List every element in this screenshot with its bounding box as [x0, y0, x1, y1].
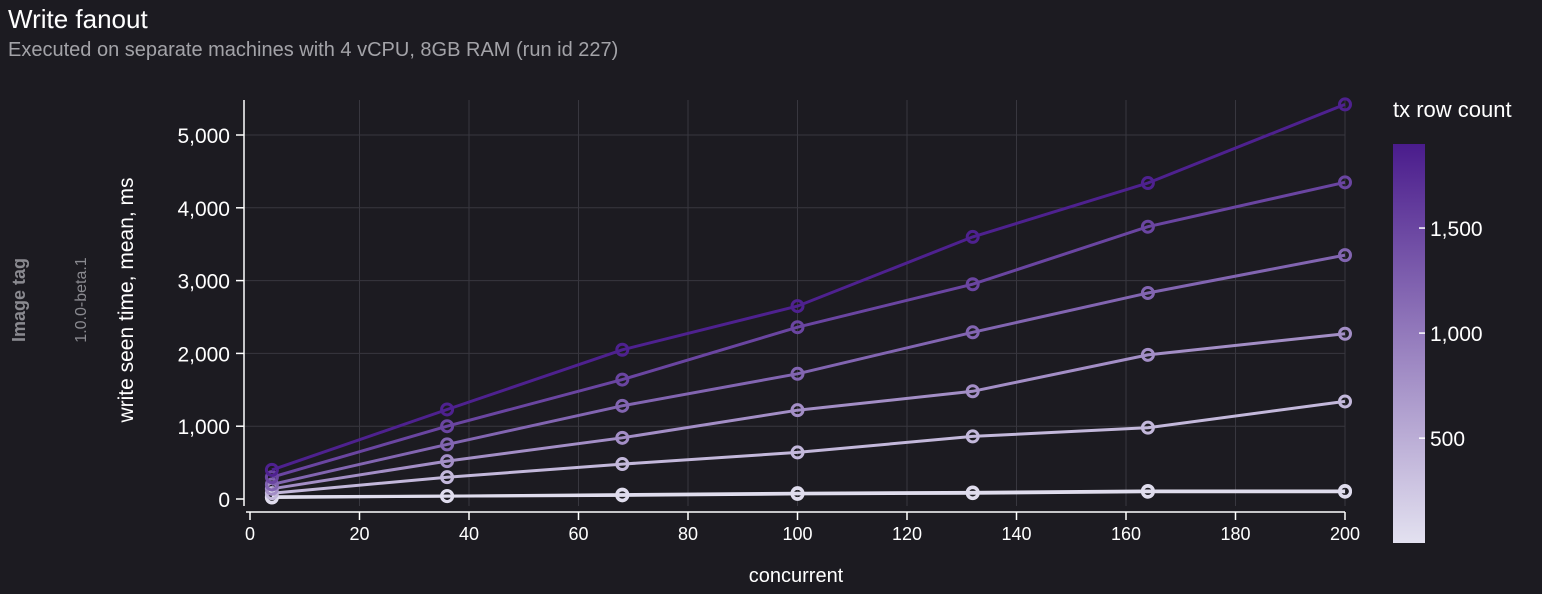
axes: 0 1,000 2,000 3,000 4,000 5,000 0 20 40 60 80 100 12… — [177, 100, 1360, 544]
x-tick-label: 160 — [1111, 524, 1141, 544]
data-point — [965, 277, 980, 292]
data-point — [615, 372, 630, 387]
y-tick-label: 3,000 — [177, 271, 230, 294]
x-tick-label: 80 — [678, 524, 698, 544]
data-point — [1338, 175, 1352, 190]
data-point — [790, 403, 805, 418]
data-point — [615, 342, 630, 357]
x-tick-label: 40 — [459, 524, 479, 544]
series-line — [271, 253, 1346, 486]
data-point — [440, 419, 455, 434]
data-point — [440, 437, 455, 452]
colorbar-tick-label: 500 — [1430, 428, 1465, 451]
facet-value: 1.0.0-beta.1 — [73, 257, 90, 343]
series-line — [271, 489, 1345, 499]
x-tick-label: 180 — [1220, 524, 1250, 544]
data-point — [1140, 176, 1155, 191]
data-point — [790, 299, 805, 314]
data-point — [1338, 97, 1352, 112]
data-point — [790, 320, 805, 335]
data-point — [965, 229, 980, 244]
x-tick-label: 200 — [1330, 524, 1360, 544]
data-point — [790, 486, 805, 501]
series-line — [271, 103, 1346, 472]
data-point — [965, 384, 980, 399]
data-point — [965, 429, 980, 444]
data-point — [1338, 248, 1352, 263]
y-tick-label: 4,000 — [177, 198, 230, 221]
y-tick-label: 1,000 — [177, 416, 230, 439]
colorbar-tick-label: 1,000 — [1430, 323, 1483, 346]
x-tick-label: 120 — [892, 524, 922, 544]
chart-subtitle: Executed on separate machines with 4 vCP… — [8, 39, 619, 61]
data-point — [790, 445, 805, 460]
x-tick-label: 0 — [245, 524, 255, 544]
data-point — [1140, 219, 1155, 234]
data-point — [790, 366, 805, 381]
data-point — [1338, 483, 1352, 498]
data-point — [1140, 347, 1155, 362]
y-axis-label: write seen time, mean, ms — [115, 177, 138, 423]
data-point — [965, 485, 980, 500]
data-point — [1338, 394, 1352, 409]
y-tick-label: 5,000 — [177, 125, 230, 148]
data-point — [440, 489, 455, 504]
x-axis-label: concurrent — [749, 565, 844, 587]
x-tick-label: 20 — [349, 524, 369, 544]
data-point — [615, 398, 630, 413]
y-tick-label: 2,000 — [177, 343, 230, 366]
legend-title: tx row count — [1393, 97, 1512, 122]
data-point — [440, 470, 455, 485]
facet-label: Image tag — [9, 258, 29, 342]
x-tick-label: 100 — [782, 524, 812, 544]
series-line — [271, 399, 1346, 495]
data-point — [615, 457, 630, 472]
series-line — [271, 180, 1346, 479]
colorbar-tick-label: 1,500 — [1430, 218, 1483, 241]
data-point — [264, 462, 279, 477]
data-point — [615, 430, 630, 445]
colorbar — [1393, 144, 1425, 543]
colorbar-legend: tx row count 500 1,000 1,500 — [1393, 97, 1512, 543]
x-tick-label: 140 — [1001, 524, 1031, 544]
data-point — [1140, 483, 1155, 498]
data-point — [1140, 285, 1155, 300]
data-point — [615, 487, 630, 502]
data-point — [1140, 420, 1155, 435]
data-point — [440, 454, 455, 469]
series-line — [271, 332, 1346, 491]
data-point — [264, 470, 279, 485]
data-point — [440, 402, 455, 417]
series-lines — [264, 97, 1352, 505]
data-point — [1338, 326, 1352, 341]
y-tick-label: 0 — [218, 489, 230, 512]
x-tick-label: 60 — [568, 524, 588, 544]
chart-title: Write fanout — [8, 4, 148, 34]
data-point — [965, 325, 980, 340]
data-point — [264, 477, 279, 492]
